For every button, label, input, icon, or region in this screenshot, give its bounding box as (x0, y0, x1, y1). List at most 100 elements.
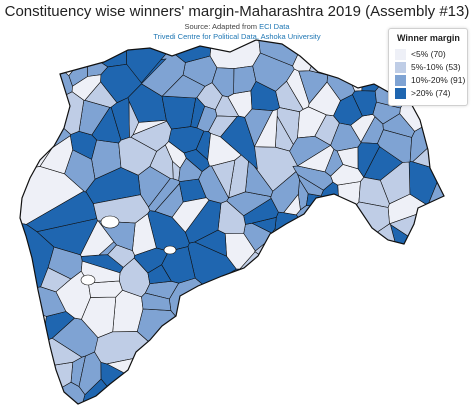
constituency-region[interactable] (39, 135, 74, 175)
constituency-region[interactable] (194, 229, 227, 257)
constituency-region[interactable] (414, 309, 460, 337)
constituency-region[interactable] (247, 296, 276, 319)
constituency-region[interactable] (250, 81, 280, 112)
constituency-region[interactable] (10, 302, 47, 345)
constituency-region[interactable] (130, 120, 172, 152)
constituency-region[interactable] (268, 367, 289, 395)
constituency-region[interactable] (172, 357, 226, 415)
constituency-region[interactable] (144, 280, 180, 300)
constituency-region[interactable] (265, 387, 302, 415)
constituency-region[interactable] (341, 331, 373, 355)
constituency-region[interactable] (357, 142, 380, 178)
constituency-region[interactable] (242, 327, 284, 369)
constituency-region[interactable] (296, 365, 319, 401)
constituency-region[interactable] (171, 197, 210, 233)
constituency-region[interactable] (395, 331, 416, 355)
constituency-region[interactable] (298, 385, 337, 416)
constituency-region[interactable] (399, 269, 423, 313)
constituency-region[interactable] (264, 350, 309, 372)
constituency-region[interactable] (286, 240, 302, 266)
constituency-region[interactable] (23, 113, 42, 137)
constituency-region[interactable] (379, 346, 412, 364)
constituency-region[interactable] (313, 232, 338, 254)
constituency-region[interactable] (211, 67, 235, 98)
constituency-region[interactable] (294, 217, 318, 242)
constituency-region[interactable] (373, 353, 394, 389)
constituency-region[interactable] (10, 373, 43, 415)
constituency-region[interactable] (270, 171, 300, 214)
constituency-region[interactable] (81, 296, 117, 339)
constituency-region[interactable] (244, 108, 274, 148)
constituency-region[interactable] (256, 312, 290, 339)
constituency-region[interactable] (335, 224, 366, 252)
constituency-region[interactable] (25, 57, 62, 80)
constituency-region[interactable] (296, 145, 335, 173)
constituency-region[interactable] (345, 302, 375, 335)
legend-item-5-10[interactable]: 5%-10% (53) (395, 62, 465, 73)
constituency-region[interactable] (387, 265, 415, 285)
constituency-region[interactable] (387, 370, 405, 398)
constituency-region[interactable] (289, 309, 317, 352)
constituency-region[interactable] (161, 74, 206, 99)
constituency-region[interactable] (319, 369, 347, 390)
constituency-region[interactable] (71, 74, 102, 101)
credit-link[interactable]: Trivedi Centre for Political Data, Ashok… (153, 32, 321, 41)
constituency-region[interactable] (245, 277, 274, 299)
constituency-region[interactable] (345, 353, 377, 378)
constituency-region[interactable] (330, 224, 347, 235)
constituency-region[interactable] (313, 316, 333, 347)
constituency-region[interactable] (316, 216, 335, 234)
constituency-region[interactable] (147, 264, 172, 285)
constituency-region[interactable] (359, 317, 381, 357)
source-link[interactable]: ECI Data (259, 22, 290, 31)
constituency-region[interactable] (10, 317, 41, 363)
constituency-region[interactable] (379, 334, 399, 355)
constituency-region[interactable] (274, 211, 300, 242)
constituency-region[interactable] (178, 157, 203, 182)
constituency-region[interactable] (409, 346, 458, 379)
constituency-region[interactable] (118, 136, 157, 176)
constituency-region[interactable] (39, 105, 60, 134)
constituency-region[interactable] (390, 361, 410, 372)
legend-item-10-20[interactable]: 10%-20% (91) (395, 75, 465, 86)
constituency-region[interactable] (270, 281, 297, 306)
constituency-region[interactable] (352, 90, 377, 117)
constituency-region[interactable] (304, 305, 326, 318)
constituency-region[interactable] (389, 246, 416, 271)
constituency-region[interactable] (409, 328, 426, 351)
constituency-region[interactable] (112, 289, 144, 333)
constituency-region[interactable] (368, 386, 408, 415)
constituency-region[interactable] (16, 353, 49, 399)
constituency-region[interactable] (401, 271, 430, 315)
constituency-region[interactable] (369, 268, 390, 287)
constituency-region[interactable] (327, 322, 355, 348)
constituency-region[interactable] (305, 260, 336, 292)
constituency-region[interactable] (134, 358, 176, 415)
constituency-region[interactable] (215, 364, 275, 416)
constituency-region[interactable] (225, 301, 263, 339)
constituency-region[interactable] (273, 260, 296, 285)
constituency-region[interactable] (10, 95, 54, 117)
constituency-region[interactable] (196, 105, 218, 132)
constituency-region[interactable] (40, 267, 72, 293)
constituency-region[interactable] (263, 333, 311, 366)
constituency-region[interactable] (409, 233, 427, 249)
constituency-region[interactable] (354, 227, 384, 273)
constituency-region[interactable] (302, 342, 324, 387)
constituency-region[interactable] (276, 368, 299, 395)
constituency-region[interactable] (313, 342, 347, 366)
constituency-region[interactable] (293, 260, 311, 292)
constituency-region[interactable] (331, 386, 355, 415)
constituency-region[interactable] (308, 40, 337, 76)
constituency-region[interactable] (322, 364, 337, 376)
constituency-region[interactable] (330, 294, 355, 324)
constituency-region[interactable] (420, 218, 460, 272)
constituency-region[interactable] (189, 308, 243, 352)
constituency-region[interactable] (410, 246, 452, 274)
legend-item-lt5[interactable]: <5% (70) (395, 49, 465, 60)
constituency-region[interactable] (386, 282, 402, 311)
constituency-region[interactable] (323, 205, 356, 229)
constituency-region[interactable] (141, 292, 172, 311)
constituency-region[interactable] (25, 71, 52, 100)
constituency-region[interactable] (349, 279, 377, 315)
